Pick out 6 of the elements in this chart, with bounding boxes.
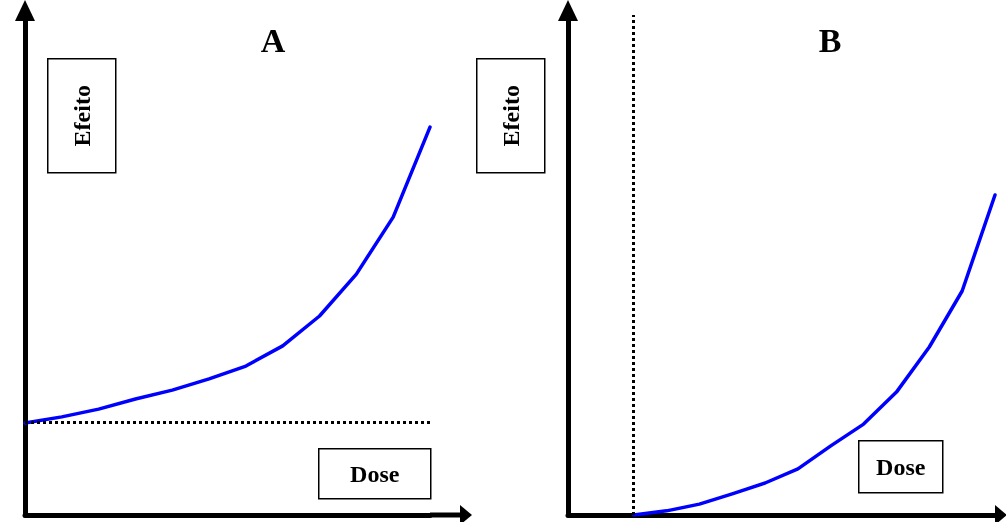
y-axis-title: Efeito xyxy=(68,85,95,147)
x-axis-title: Dose xyxy=(876,453,926,480)
x-axis-title: Dose xyxy=(350,460,400,487)
chart-title: B xyxy=(818,21,842,59)
y-axis-title: Efeito xyxy=(497,85,524,147)
chart-title: A xyxy=(260,21,286,59)
